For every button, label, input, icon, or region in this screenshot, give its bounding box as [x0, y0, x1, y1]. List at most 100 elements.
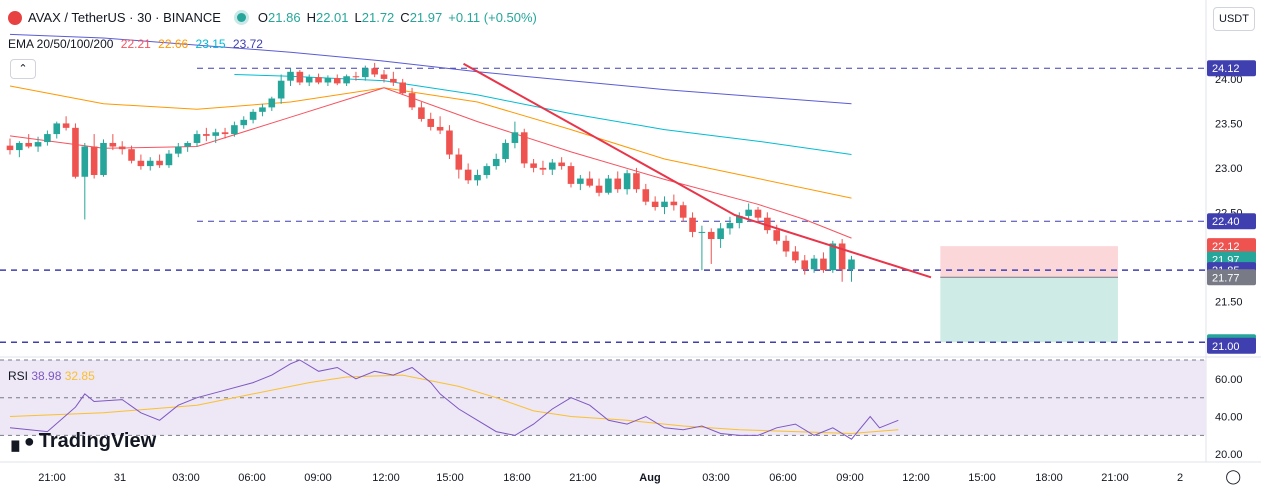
candle-body: [586, 178, 593, 186]
candle-body: [221, 132, 229, 135]
candle-body: [81, 146, 89, 177]
candle-body: [34, 142, 42, 147]
candle-body: [464, 169, 472, 181]
high-label: H: [306, 10, 316, 25]
candle-body: [156, 160, 163, 166]
candle-body: [754, 209, 762, 218]
settings-icon[interactable]: ◯: [1225, 468, 1241, 484]
candle-body: [343, 76, 350, 84]
candle-body: [605, 178, 612, 193]
rsi-ma-value: 32.85: [64, 369, 95, 383]
time-tick-label: 18:00: [1035, 472, 1063, 484]
low-label: L: [354, 10, 362, 25]
collapse-legend-button[interactable]: ⌃: [10, 59, 36, 79]
candle-body: [249, 111, 257, 120]
candle-body: [474, 174, 481, 181]
change-value: +0.11 (+0.50%): [448, 10, 537, 25]
candle-body: [792, 251, 799, 261]
candle-body: [352, 76, 360, 78]
ema-label: EMA 20/50/100/200: [8, 37, 114, 51]
time-tick-label: 21:00: [38, 472, 66, 484]
candle-body: [670, 201, 678, 206]
candle-body: [380, 74, 388, 79]
price-label-box: [1207, 213, 1256, 230]
candle-body: [502, 142, 509, 159]
candle-body: [558, 162, 565, 167]
candle-body: [679, 205, 687, 218]
candle-body: [782, 240, 790, 252]
candle-body: [418, 107, 425, 119]
tradingview-mark-icon: ▖●: [12, 431, 35, 451]
time-tick-label: 06:00: [769, 472, 797, 484]
open-value: 21.86: [268, 10, 301, 25]
time-tick-label: 03:00: [702, 472, 730, 484]
candle-body: [810, 258, 818, 270]
candle-body: [109, 142, 117, 147]
time-tick-label: 21:00: [1101, 472, 1129, 484]
candle-body: [62, 123, 70, 128]
candle-body: [287, 71, 294, 81]
candle-body: [698, 231, 706, 233]
candle-body: [16, 142, 23, 151]
candle-body: [623, 173, 631, 190]
price-label: 24.12: [1212, 63, 1240, 75]
time-tick-label: 03:00: [172, 472, 200, 484]
price-label-box: [1207, 269, 1256, 286]
time-tick-label: 31: [114, 472, 126, 484]
candle-body: [848, 259, 855, 270]
ema20-value: 22.21: [120, 37, 151, 51]
candle-body: [118, 146, 126, 150]
candle-body: [315, 77, 322, 83]
candle-body: [362, 68, 369, 78]
price-label: 22.40: [1212, 216, 1240, 228]
ema100-value: 23.15: [195, 37, 226, 51]
time-tick-label: 12:00: [372, 472, 400, 484]
currency-button[interactable]: USDT: [1213, 7, 1255, 31]
candle-body: [511, 132, 519, 143]
candle-body: [72, 127, 79, 177]
candle-body: [25, 142, 32, 147]
candle-body: [203, 134, 210, 136]
candle-body: [736, 215, 743, 224]
tradingview-logo[interactable]: ▖● TradingView: [12, 430, 156, 453]
candle-body: [539, 167, 547, 170]
time-tick-label: 09:00: [304, 472, 332, 484]
candle-body: [492, 158, 500, 167]
candle-body: [773, 230, 780, 241]
rsi-legend[interactable]: RSI 38.98 32.85: [8, 369, 95, 383]
candle-body: [707, 231, 715, 240]
candle-body: [661, 201, 668, 208]
market-status-icon: [236, 13, 246, 22]
candle-body: [399, 82, 406, 94]
price-label-box: [1207, 238, 1256, 255]
candle-body: [53, 123, 61, 135]
candle-body: [6, 145, 14, 151]
time-tick-label: 06:00: [238, 472, 266, 484]
candle-body: [801, 260, 809, 270]
candle-body: [745, 209, 752, 216]
candle-body: [296, 71, 304, 83]
candle-body: [689, 217, 696, 232]
candle-body: [567, 166, 575, 184]
price-tick-label: 23.00: [1215, 163, 1243, 175]
candle-body: [577, 178, 584, 184]
candle-body: [633, 173, 640, 190]
time-tick-label: 15:00: [968, 472, 996, 484]
candle-body: [231, 125, 238, 135]
candle-body: [838, 243, 846, 270]
candle-body: [651, 201, 659, 208]
open-label: O: [257, 10, 269, 25]
symbol-title[interactable]: AVAX / TetherUS · 30 · BINANCE: [28, 10, 221, 25]
ema200-line: [9, 33, 852, 105]
close-label: C: [400, 10, 410, 25]
time-tick-label: 21:00: [569, 472, 597, 484]
ema-legend[interactable]: EMA 20/50/100/200 22.21 22.66 23.15 23.7…: [8, 37, 267, 51]
candle-body: [146, 160, 154, 167]
candle-body: [212, 132, 219, 136]
price-label: 21.77: [1212, 272, 1240, 284]
rsi-tick-label: 60.00: [1215, 374, 1243, 386]
rsi-tick-label: 20.00: [1215, 449, 1243, 461]
price-label-box: [1207, 337, 1256, 354]
high-value: 22.01: [315, 10, 349, 25]
